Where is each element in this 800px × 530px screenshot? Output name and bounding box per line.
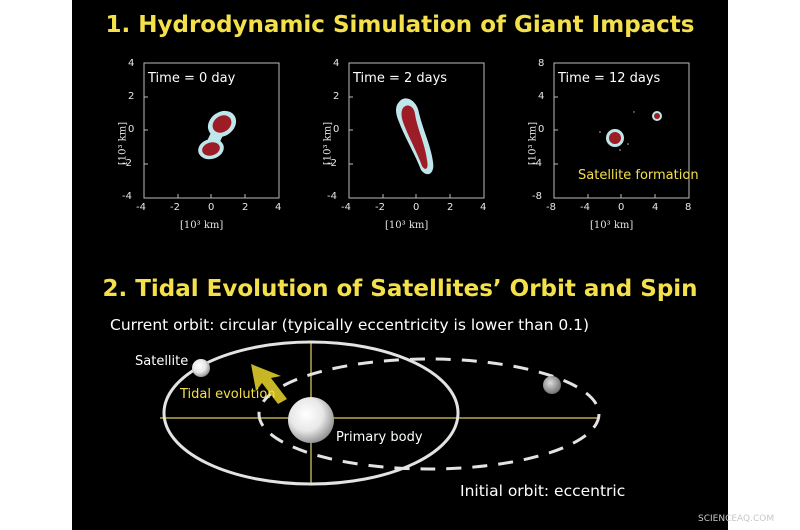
- simulation-panel-1: Time = 0 day 4 2 0 -2 -4 -4 -2 0 2 4 [10…: [114, 58, 282, 236]
- x-tick: -2: [375, 202, 385, 213]
- tick-marks: [143, 63, 246, 198]
- time-label: Time = 0 day: [148, 71, 236, 86]
- debris-particles: [599, 111, 635, 151]
- primary-remnant: [606, 129, 624, 147]
- y-tick: 0: [333, 124, 340, 135]
- x-tick: 0: [618, 202, 625, 213]
- x-tick: 0: [413, 202, 420, 213]
- initial-orbit-label: Initial orbit: eccentric: [460, 482, 626, 500]
- x-tick: 2: [242, 202, 249, 213]
- y-tick: 4: [128, 58, 135, 69]
- y-tick: 0: [128, 124, 135, 135]
- x-tick: 2: [447, 202, 454, 213]
- y-tick: -4: [532, 158, 542, 169]
- current-circular-orbit: [162, 340, 460, 486]
- x-tick: 8: [685, 202, 692, 213]
- y-tick: 8: [538, 58, 545, 69]
- time-label: Time = 2 days: [353, 71, 448, 86]
- x-tick: -4: [580, 202, 590, 213]
- panel-2-plot: [348, 62, 485, 199]
- orbit-diagram: [160, 340, 601, 486]
- y-tick: -2: [327, 158, 337, 169]
- y-axis-label-wrap: [10³ km]: [526, 122, 540, 165]
- panel-1-plot: [143, 62, 280, 199]
- y-tick: -2: [122, 158, 132, 169]
- y-tick: 4: [333, 58, 340, 69]
- y-axis-label-wrap: [10³ km]: [321, 122, 335, 165]
- panel-3-plot: [553, 62, 690, 199]
- x-tick: 4: [652, 202, 659, 213]
- tidal-evolution-arrow: [251, 364, 287, 404]
- tidal-evolution-label: Tidal evolution: [180, 387, 276, 402]
- satellite: [192, 359, 210, 377]
- x-tick: 4: [480, 202, 487, 213]
- initial-satellite-position: [543, 376, 561, 394]
- section-1-title: 1. Hydrodynamic Simulation of Giant Impa…: [105, 12, 695, 38]
- time-label: Time = 12 days: [558, 71, 661, 86]
- x-tick: 0: [208, 202, 215, 213]
- impact-blob: [198, 110, 237, 160]
- y-tick: -8: [532, 191, 542, 202]
- simulation-panel-3: Time = 12 days Satellite formation 8 4 0…: [524, 58, 699, 236]
- initial-eccentric-orbit: [257, 357, 601, 471]
- plot-frame: [553, 62, 690, 199]
- current-orbit-label: Current orbit: circular (typically eccen…: [110, 316, 590, 334]
- satellite-formation-label: Satellite formation: [578, 168, 699, 183]
- primary-body: [288, 397, 334, 443]
- y-tick: 0: [538, 124, 545, 135]
- primary-body-label: Primary body: [336, 430, 423, 445]
- y-tick: -4: [122, 191, 132, 202]
- x-tick: -4: [136, 202, 146, 213]
- y-tick: -4: [327, 191, 337, 202]
- y-tick: 2: [333, 91, 340, 102]
- y-tick: 4: [538, 91, 545, 102]
- x-axis-label: [10³ km]: [590, 220, 634, 231]
- tick-marks: [554, 96, 656, 198]
- y-axis-label: [10³ km]: [322, 121, 334, 166]
- watermark: SCIENCEAQ.COM: [698, 514, 775, 524]
- tick-marks: [349, 96, 451, 198]
- y-tick: 2: [128, 91, 135, 102]
- x-axis-label: [10³ km]: [180, 220, 224, 231]
- x-axis-label: [10³ km]: [385, 220, 429, 231]
- x-tick: -4: [341, 202, 351, 213]
- impact-blob: [396, 98, 434, 175]
- slide: 1. Hydrodynamic Simulation of Giant Impa…: [72, 0, 728, 530]
- y-axis-label: [10³ km]: [527, 121, 539, 166]
- formed-satellite: [652, 111, 662, 121]
- x-tick: 4: [275, 202, 282, 213]
- section-2-title: 2. Tidal Evolution of Satellites’ Orbit …: [102, 276, 698, 302]
- simulation-panel-2: Time = 2 days 4 2 0 -2 -4 -4 -2 0 2 4 [1…: [319, 58, 487, 236]
- y-axis-label: [10³ km]: [117, 121, 129, 166]
- satellite-label: Satellite: [135, 354, 189, 369]
- x-tick: -2: [170, 202, 180, 213]
- x-tick: -8: [546, 202, 556, 213]
- y-axis-label-wrap: [10³ km]: [116, 122, 130, 165]
